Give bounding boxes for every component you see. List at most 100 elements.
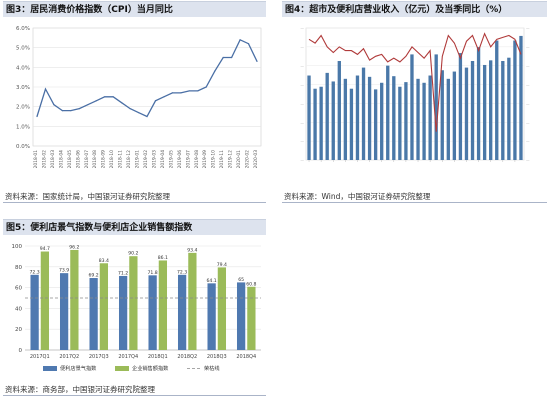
x-tick-label: 2018Q1 [148,354,168,360]
prosperity-index-bar [207,283,216,350]
revenue-bar [355,75,360,160]
data-label: 60.8 [246,281,256,287]
x-tick-label: 2020-03 [253,150,259,169]
revenue-bar [343,78,348,160]
revenue-bar [319,86,323,160]
data-point [112,96,114,98]
data-label: 79.4 [217,262,227,268]
data-label: 65 [238,277,244,283]
revenue-bar [440,70,444,160]
data-label: 96.2 [69,244,79,250]
prosperity-index-bar [148,275,157,350]
data-point [205,86,207,88]
sales-index-bar [40,251,50,350]
sales-index-bar [99,263,109,350]
revenue-bar [349,88,354,160]
prosperity-index-bar [118,275,128,350]
revenue-bar [458,53,463,160]
x-tick-label: 2018-11 [118,150,124,169]
x-tick-label: 2019-11 [219,150,225,169]
x-tick-label: 2018-12 [126,150,132,169]
x-tick-label: 2019-04 [160,150,166,169]
data-point [137,111,140,114]
y-tick-label-right: — [526,83,530,87]
sales-index-bar [70,249,79,350]
data-point [129,108,131,110]
x-tick-label: 2017Q1 [30,354,50,360]
cpi-chart-svg: 0.0%1.0%2.0%3.0%4.0%5.0%6.0%2018-01 2018-… [16,26,262,169]
sales-chart-svg: — — — — — — — — — — — — — — — — [300,27,530,163]
y-tick-label-right: — [526,159,530,163]
data-point [256,60,258,63]
revenue-bar [519,35,523,160]
revenue-bar [428,75,432,160]
y-tick-label-right: — [526,102,530,106]
y-tick-label-left: — [300,27,304,31]
y-tick-label-left: — [300,140,304,144]
revenue-bar [434,54,438,160]
prosperity-index-bar [177,274,187,350]
revenue-bar [507,57,511,161]
y-tick-label: 2.0% [16,105,30,111]
data-label: 72.3 [30,269,40,275]
legend-swatch [115,366,129,371]
x-tick-label: 2018-07 [84,150,90,169]
data-point [146,115,148,118]
y-tick-label-right: — [526,45,530,49]
x-tick-label: 2019-02 [143,150,149,169]
data-label: 94.7 [40,246,50,252]
y-tick-label: 6.0% [16,26,30,32]
prosperity-index-bar [30,274,39,350]
revenue-bar [501,61,505,160]
revenue-bar [404,82,408,160]
cpi-panel-title: 图3：居民消费价格指数（CPI）当月同比 [3,1,266,17]
data-point [180,92,182,94]
legend-label: 企业销售额指数 [132,364,169,372]
y-tick-label: 1.0% [16,124,30,130]
prosperity-index-bar [236,282,246,350]
y-tick-label: 3.0% [16,85,30,91]
x-tick-label: 2018Q3 [207,354,227,360]
y-tick-label: 4.0% [16,65,30,71]
revenue-bar [373,89,378,160]
data-point [36,115,38,118]
revenue-bar [489,60,493,161]
prosperity-chart-svg: 0 20 40 60 80 100 72.3 94.7 2017Q1 73.9 96.2 2017Q2… [12,244,261,372]
y-tick-label: 40 [15,306,22,312]
data-point [214,70,216,72]
prosperity-index-bar [89,278,98,350]
x-tick-label: 2019-06 [177,150,183,169]
revenue-bar [482,64,487,160]
data-label: 71.8 [148,270,158,276]
x-tick-label: 2017Q3 [89,354,109,360]
x-tick-label: 2018-04 [58,150,64,169]
data-point [70,110,72,112]
x-tick-label: 2018-06 [75,150,81,169]
data-point [188,90,190,92]
sales-index-bar [129,256,138,350]
x-tick-label: 2020-02 [245,150,251,169]
x-tick-label: 2019-03 [151,150,157,169]
data-point [44,88,47,90]
revenue-bar [446,78,450,160]
x-tick-label: 2019-07 [185,150,191,169]
revenue-bar [470,61,475,160]
revenue-bar [398,86,402,160]
y-tick-label: 60 [15,286,22,292]
sales-index-bar [217,267,227,350]
data-point [78,108,80,110]
revenue-bar [337,61,341,160]
data-label: 90.2 [128,251,138,257]
x-tick-label: 2017Q4 [118,354,138,360]
data-point [163,96,165,98]
y-tick-label: 0.0% [16,144,30,150]
y-tick-label-right: — [526,27,530,31]
data-label: 64.1 [207,278,217,284]
revenue-bar [476,47,481,160]
revenue-bar [422,82,426,160]
revenue-bar [380,82,384,160]
cpi-series-line [36,38,258,118]
prosperity-source-note: 资料来源：商务部，中国银河证券研究院整理 [3,384,266,396]
data-point [154,100,157,102]
prosperity-index-bar [59,273,69,350]
